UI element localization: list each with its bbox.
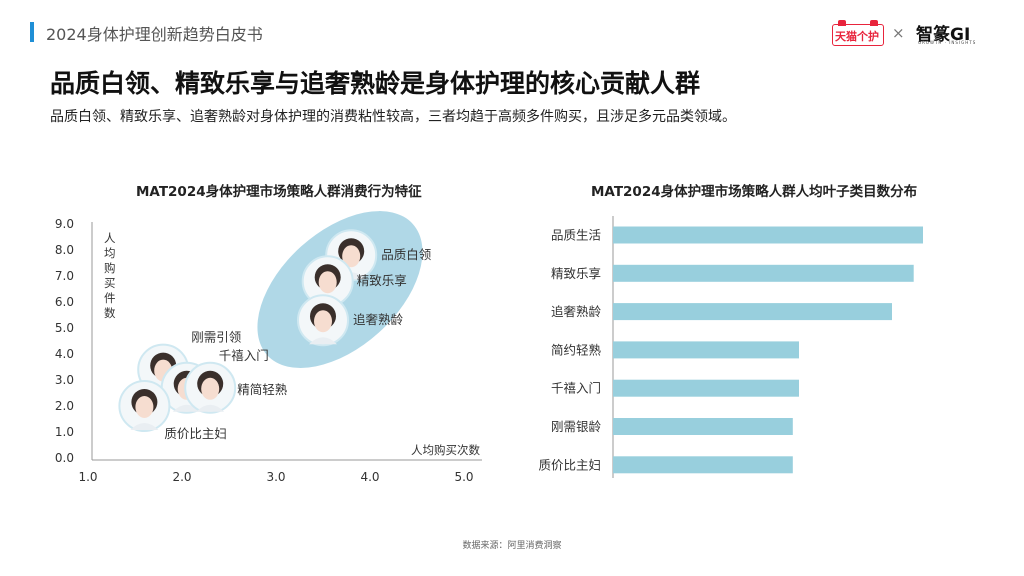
persona-label: 质价比主妇: [164, 426, 227, 441]
bar-chart-title: MAT2024身体护理市场策略人群人均叶子类目数分布: [591, 184, 918, 200]
y-tick-label: 9.0: [55, 217, 74, 231]
x-tick-label: 4.0: [360, 470, 379, 484]
persona-label: 品质白领: [381, 247, 432, 262]
face-icon: [342, 245, 361, 268]
y-tick-label: 8.0: [55, 243, 74, 257]
shoulders-icon: [196, 404, 225, 412]
shoulders-icon: [130, 423, 159, 430]
persona-label: 精简轻熟: [237, 382, 288, 397]
bar: [613, 303, 892, 321]
header-accent-bar: [30, 22, 34, 42]
face-icon: [314, 310, 332, 333]
y-tick-label: 0.0: [55, 451, 74, 465]
persona-label: 千禧入门: [219, 348, 269, 363]
bar: [613, 341, 799, 359]
face-icon: [135, 396, 154, 418]
page-subtitle: 品质白领、精致乐享、追奢熟龄对身体护理的消费粘性较高，三者均趋于高频多件购买，且…: [50, 109, 736, 125]
logo-separator: ×: [892, 24, 905, 42]
bar: [613, 456, 793, 474]
persona-point: 追奢熟龄: [297, 294, 404, 347]
shoulders-icon: [309, 337, 337, 345]
y-tick-label: 1.0: [55, 425, 74, 439]
bar: [613, 264, 914, 282]
tmall-logo: 天猫个护: [832, 20, 884, 46]
gi-logo: 智篆GI: [916, 25, 971, 45]
y-tick-label: 4.0: [55, 347, 74, 361]
persona-point: 精简轻熟: [184, 361, 288, 414]
category-label: 刚需银龄: [551, 419, 602, 434]
y-tick-label: 7.0: [55, 269, 74, 283]
category-label: 千禧入门: [551, 381, 601, 396]
logo-frame: [832, 24, 884, 46]
persona-label: 刚需引领: [191, 330, 242, 345]
persona-label: 精致乐享: [357, 273, 407, 288]
bar: [613, 379, 799, 397]
y-axis-label: 人均购买件数: [104, 231, 116, 320]
data-source-note: 数据来源：阿里消费洞察: [462, 541, 562, 551]
y-tick-label: 6.0: [55, 295, 74, 309]
x-tick-label: 2.0: [172, 470, 191, 484]
x-tick-label: 1.0: [78, 470, 97, 484]
report-title: 2024身体护理创新趋势白皮书: [46, 25, 263, 44]
y-tick-label: 2.0: [55, 399, 74, 413]
page-title: 品质白领、精致乐享与追奢熟龄是身体护理的核心贡献人群: [50, 69, 701, 98]
logo-ear-left: [838, 20, 846, 26]
x-axis-label: 人均购买次数: [411, 443, 480, 457]
x-tick-label: 5.0: [454, 470, 473, 484]
x-tick-label: 3.0: [266, 470, 285, 484]
face-icon: [318, 271, 337, 294]
persona-point: 质价比主妇: [118, 380, 227, 441]
category-label: 追奢熟龄: [551, 304, 602, 319]
bar: [613, 418, 793, 435]
scatter-chart-title: MAT2024身体护理市场策略人群消费行为特征: [136, 184, 422, 200]
y-tick-label: 3.0: [55, 373, 74, 387]
logo-ear-right: [870, 20, 878, 26]
gi-logo-subtitle: GROWTH · INSIGHTS: [918, 40, 977, 45]
y-tick-label: 5.0: [55, 321, 74, 335]
face-icon: [201, 377, 220, 400]
bar: [613, 226, 923, 244]
category-label: 精致乐享: [551, 266, 601, 281]
category-label: 简约轻熟: [551, 342, 602, 357]
persona-label: 追奢熟龄: [353, 312, 404, 327]
category-label: 品质生活: [551, 228, 601, 243]
tmall-logo-text: 天猫个护: [835, 30, 879, 43]
category-label: 质价比主妇: [538, 457, 601, 472]
scatter-chart: 0.0 1.0 2.0 3.0 4.0 5.0 6.0 7.0 8.0 9.0 1.0 2.0 3.0 4…: [55, 211, 482, 484]
